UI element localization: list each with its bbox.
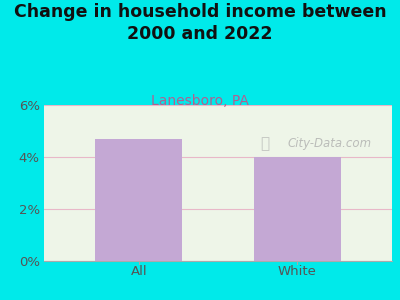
Text: ⦿: ⦿ <box>260 136 270 152</box>
Text: Change in household income between
2000 and 2022: Change in household income between 2000 … <box>14 3 386 43</box>
Text: Lanesboro, PA: Lanesboro, PA <box>151 94 249 109</box>
Bar <box>254 157 340 261</box>
Text: City-Data.com: City-Data.com <box>288 137 372 151</box>
Bar <box>96 139 182 261</box>
